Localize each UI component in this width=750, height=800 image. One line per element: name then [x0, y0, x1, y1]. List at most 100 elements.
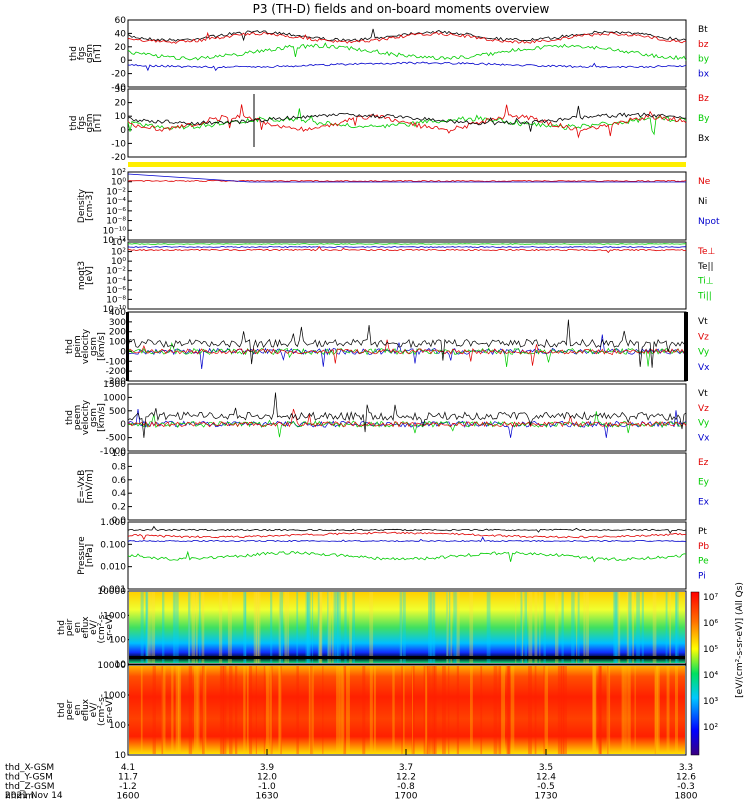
spectrogram-streak	[592, 666, 596, 754]
spectrogram-streak	[630, 592, 632, 663]
ytick-label: -300	[106, 377, 127, 387]
panel-frame	[127, 590, 687, 665]
legend-Vz: Vz	[698, 332, 709, 342]
ytick-label: 100	[109, 636, 126, 646]
ytick-label: 0.8	[112, 462, 127, 472]
spectrogram-streak	[172, 592, 175, 663]
spectrogram-streak	[515, 592, 517, 663]
spectrogram-streak	[442, 666, 446, 754]
spectrogram-streak	[501, 666, 505, 754]
xaxis-value: -0.8	[397, 782, 415, 792]
spectrogram-streak	[449, 592, 451, 663]
ytick-label: -500	[106, 434, 127, 444]
ylabel-line: peim	[73, 335, 83, 358]
spectrogram-streak	[171, 666, 174, 754]
spectrogram	[129, 666, 685, 754]
ytick-label: 10⁻¹²	[103, 236, 127, 246]
legend-Ez: Ez	[698, 458, 709, 468]
spectrogram-streak	[145, 592, 149, 663]
xaxis-value: 1700	[395, 792, 418, 800]
spectrogram-streak	[279, 592, 284, 663]
xaxis-value: -0.5	[537, 782, 555, 792]
series-Vt	[127, 319, 687, 368]
ylabel-line: thd	[69, 116, 79, 131]
legend-Pi: Pi	[698, 571, 706, 581]
xaxis-row-name: thd_Y-GSM	[5, 773, 53, 783]
ytick-label: 10²	[111, 168, 126, 178]
ylabel-line: Density	[77, 188, 87, 223]
xaxis-value: 12.2	[396, 773, 416, 783]
spectrogram-streak	[655, 666, 659, 754]
legend-Vx: Vx	[698, 363, 710, 373]
spectrogram-streak	[656, 666, 660, 754]
spectrogram-streak	[626, 592, 629, 663]
spectrogram-streak	[561, 592, 564, 663]
panel-pressure: 1.000 0.100 0.010 0.001 Pressure[nPa] Pt Pb Pe P…	[77, 518, 709, 595]
quality-flag-bar	[128, 162, 686, 167]
series-Bx	[127, 105, 687, 132]
series-Te-perp	[127, 245, 687, 254]
spectrogram-streak	[654, 666, 657, 754]
spectrogram-streak	[188, 666, 193, 754]
spectrogram-streak	[140, 666, 143, 754]
spectrogram-streak	[219, 666, 222, 754]
spectrogram-streak	[307, 592, 311, 663]
ytick-label: 30	[115, 85, 127, 95]
spectrogram-streak	[498, 666, 502, 754]
xaxis-value: 1800	[675, 792, 698, 800]
xaxis-value: 4.1	[121, 763, 135, 773]
spectrogram-streak	[202, 666, 204, 754]
ytick-label: 20	[115, 99, 127, 109]
spectrogram-streak	[431, 666, 436, 754]
ylabel-line: fgs	[77, 46, 87, 60]
spectrogram-streak	[335, 592, 339, 663]
ylabel-line: [km/s]	[97, 332, 107, 361]
panel-frame	[127, 88, 687, 158]
spectrogram-streak	[327, 592, 329, 663]
legend-Pe: Pe	[698, 557, 709, 567]
spectrogram-streak	[446, 592, 448, 663]
spectrogram-streak	[628, 592, 631, 663]
spectrogram-streak	[606, 666, 611, 754]
spectrogram-streak	[296, 592, 299, 663]
xaxis-row-name: thd_Z-GSM	[5, 782, 54, 792]
spectrogram-streak	[528, 592, 533, 663]
xaxis-value: 1730	[535, 792, 558, 800]
ytick-label: 10⁴	[111, 238, 126, 248]
legend-Vy: Vy	[698, 348, 710, 358]
ytick-label: 100	[109, 721, 126, 731]
spectrogram-streak	[161, 666, 164, 754]
ylabel-line: [nPa]	[85, 544, 95, 567]
ylabel-line: gsm	[85, 113, 95, 132]
spectrogram-streak	[669, 592, 671, 663]
spectrogram-streak	[446, 592, 449, 663]
spectrogram-streak	[621, 666, 624, 754]
ytick-label: 200	[109, 328, 126, 338]
spectrogram-streak	[149, 592, 151, 663]
legend-Te||: Te||	[697, 262, 714, 272]
colorbar-tick: 10²	[703, 723, 718, 733]
ylabel-line: en	[73, 622, 83, 633]
legend-Vt: Vt	[698, 389, 708, 399]
spectrogram-streak	[362, 666, 366, 754]
spectrogram-streak	[665, 592, 668, 663]
series-Vz	[127, 408, 687, 428]
spectrogram-streak	[617, 592, 621, 663]
panel-frame	[127, 311, 687, 382]
series-Ne	[127, 179, 687, 183]
spectrogram-streak	[310, 666, 314, 754]
ytick-label: 10	[115, 660, 127, 670]
spectrogram-streak	[270, 666, 273, 754]
ylabel-line: sr-eV)	[105, 614, 115, 640]
ytick-label: 10⁻⁸	[106, 295, 126, 305]
spectrogram-streak	[222, 666, 227, 754]
ytick-label: 500	[109, 407, 126, 417]
spectrogram-streak	[151, 592, 156, 663]
spectrogram-streak	[392, 666, 395, 754]
spectrogram-streak	[255, 666, 257, 754]
spectrogram-streak	[227, 592, 232, 663]
